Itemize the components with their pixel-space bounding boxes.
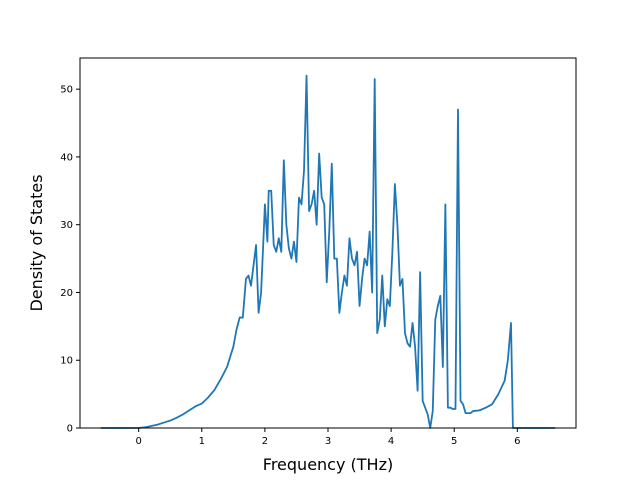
x-tick-label: 1 [199,436,205,447]
y-ticks: 0 10 20 30 40 50 [60,85,80,435]
x-tick-label: 0 [135,436,141,447]
x-tick-label: 6 [514,436,520,447]
x-ticks: 0 1 2 3 4 5 6 [135,428,521,447]
x-axis-label: Frequency (THz) [263,455,393,474]
x-tick-label: 5 [451,436,457,447]
y-axis-label: Density of States [27,174,46,311]
y-tick-label: 10 [60,356,73,367]
y-tick-label: 20 [60,288,73,299]
y-tick-label: 40 [60,152,73,163]
dos-series-line-0 [100,74,556,429]
x-tick-label: 2 [262,436,268,447]
y-tick-label: 30 [60,220,73,231]
x-tick-label: 4 [388,436,394,447]
y-tick-label: 0 [67,424,73,435]
y-tick-label: 50 [60,85,73,96]
series-layer [100,74,556,429]
x-tick-label: 3 [325,436,331,447]
